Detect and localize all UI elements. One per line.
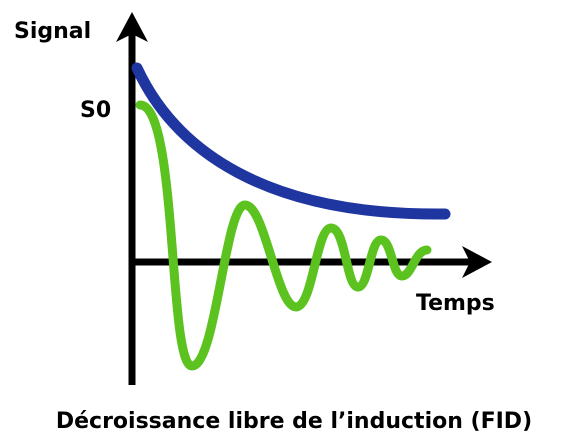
x-axis-arrow bbox=[462, 246, 492, 278]
y-axis-arrow bbox=[116, 12, 148, 42]
decay-envelope bbox=[131, 62, 451, 220]
x-axis-label: Temps bbox=[416, 291, 495, 316]
s0-label: S0 bbox=[80, 98, 111, 123]
y-axis-label: Signal bbox=[14, 19, 91, 44]
fid-signal bbox=[135, 100, 432, 371]
caption: Décroissance libre de l’induction (FID) bbox=[56, 409, 532, 434]
